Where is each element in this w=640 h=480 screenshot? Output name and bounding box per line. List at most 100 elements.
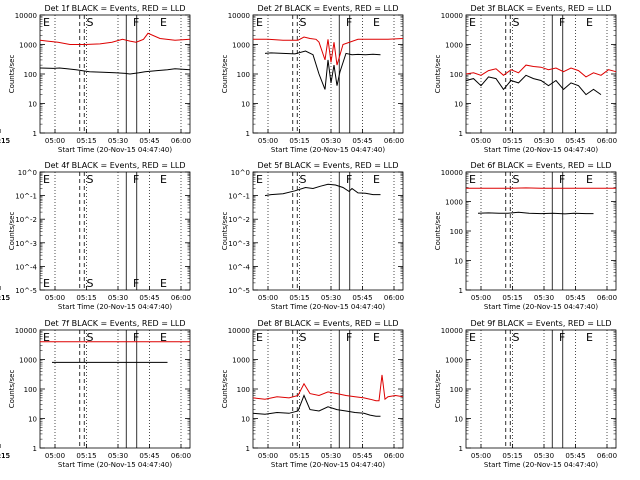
plot-frame [39, 171, 191, 291]
x-tick-label: 06:15 [0, 452, 10, 460]
y-tick-label: 10 [241, 416, 250, 424]
x-tick-label: 05:30 [108, 294, 128, 302]
marker-letter-s: S [513, 16, 520, 29]
y-tick-label: 100 [450, 71, 463, 79]
y-tick-label: 100 [450, 386, 463, 394]
x-tick-label: 05:45 [352, 137, 372, 145]
x-tick-label: 05:45 [139, 452, 159, 460]
y-axis-label: Counts/sec [8, 55, 16, 94]
y-tick-label: 10000 [228, 327, 250, 335]
x-tick-label: 05:15 [502, 452, 522, 460]
panel-det-6: Det 6f BLACK = Events, RED = LLD E S F E 1 10 1… [0, 161, 617, 311]
x-axis-label: Start Time (20-Nov-15 04:47:40) [484, 461, 598, 469]
panel-title: Det 4f BLACK = Events, RED = LLD [44, 161, 185, 170]
x-tick-label: 06:15 [0, 452, 10, 460]
marker-letter-f: F [133, 16, 139, 29]
marker-letter-e2: E [373, 331, 380, 344]
y-tick-label: 10000 [441, 327, 463, 335]
y-tick-label: 10^0 [18, 169, 37, 177]
y-tick-label: 1 [33, 130, 37, 138]
marker-letter-e1: E [469, 16, 476, 29]
y-tick-label: 10 [454, 258, 463, 266]
series-events-line [264, 183, 381, 197]
x-tick-label: 05:45 [565, 452, 585, 460]
x-tick-label: 06:00 [597, 294, 617, 302]
panel-det-1: Det 1f BLACK = Events, RED = LLD E S F E 1 10 1… [0, 4, 191, 154]
marker-letter-s: S [300, 173, 307, 186]
marker-letter-f: F [346, 16, 352, 29]
panel-title: Det 3f BLACK = Events, RED = LLD [470, 4, 611, 13]
marker-letter-bottom-s: S [87, 277, 94, 290]
marker-letter-e2: E [373, 173, 380, 186]
y-axis-label: Counts/sec [434, 212, 442, 251]
marker-letter-e1: E [43, 331, 50, 344]
y-tick-label: 10^-3 [15, 240, 37, 248]
series-events-line [264, 50, 381, 90]
x-tick-label: 06:15 [0, 294, 10, 302]
x-axis-label: Start Time (20-Nov-15 04:47:40) [271, 146, 385, 154]
x-tick-label: 06:15 [0, 137, 10, 145]
x-tick-label: 06:15 [0, 137, 10, 145]
x-axis-label: Start Time (20-Nov-15 04:47:40) [484, 303, 598, 311]
marker-letter-s: S [87, 173, 94, 186]
marker-letter-f: F [559, 16, 565, 29]
marker-letter-s: S [87, 16, 94, 29]
marker-letter-s: S [300, 331, 307, 344]
marker-letter-f: F [346, 173, 352, 186]
panel-title: Det 1f BLACK = Events, RED = LLD [44, 4, 185, 13]
y-tick-label: 1000 [445, 42, 463, 50]
plot-frame [465, 171, 617, 291]
y-tick-label: 10^-5 [228, 287, 250, 295]
x-tick-label: 05:15 [289, 294, 309, 302]
panel-title: Det 9f BLACK = Events, RED = LLD [470, 319, 611, 328]
series-lld-line [465, 64, 617, 78]
y-tick-label: 1 [459, 130, 463, 138]
y-tick-label: 10^-5 [15, 287, 37, 295]
x-tick-label: 05:45 [139, 137, 159, 145]
marker-letter-f: F [559, 173, 565, 186]
x-tick-label: 06:15 [0, 294, 10, 302]
panel-det-7: Det 7f BLACK = Events, RED = LLD E S F E 1 10 1… [0, 319, 191, 469]
x-tick-label: 05:30 [108, 137, 128, 145]
x-tick-label: 05:15 [502, 294, 522, 302]
x-tick-label: 05:00 [258, 452, 278, 460]
marker-letter-f: F [346, 331, 352, 344]
y-tick-label: 100 [450, 228, 463, 236]
x-tick-label: 06:00 [171, 294, 191, 302]
y-tick-label: 100 [237, 386, 250, 394]
x-tick-label: 05:15 [76, 294, 96, 302]
x-tick-label: 05:00 [471, 294, 491, 302]
y-tick-label: 1000 [445, 199, 463, 207]
x-tick-label: 05:30 [108, 452, 128, 460]
panel-title: Det 2f BLACK = Events, RED = LLD [257, 4, 398, 13]
marker-letter-f: F [133, 173, 139, 186]
plot-frame [465, 14, 617, 134]
x-tick-label: 06:00 [171, 137, 191, 145]
x-tick-label: 05:00 [45, 137, 65, 145]
x-tick-label: 05:00 [45, 452, 65, 460]
panel-title: Det 5f BLACK = Events, RED = LLD [257, 161, 398, 170]
series-events-line [477, 211, 594, 215]
x-tick-label: 06:00 [171, 452, 191, 460]
x-tick-label: 06:00 [597, 452, 617, 460]
marker-letter-e2: E [373, 16, 380, 29]
panel-title: Det 7f BLACK = Events, RED = LLD [44, 319, 185, 328]
y-tick-label: 100 [24, 71, 37, 79]
marker-letter-e2: E [586, 16, 593, 29]
x-tick-label: 06:00 [384, 294, 404, 302]
y-axis-label: Counts/sec [434, 55, 442, 94]
y-tick-label: 10 [28, 416, 37, 424]
y-tick-label: 10^-2 [15, 216, 37, 224]
marker-letter-f: F [133, 331, 139, 344]
x-axis-label: Start Time (20-Nov-15 04:47:40) [58, 461, 172, 469]
series-lld-line [39, 32, 191, 45]
y-tick-label: 100 [24, 386, 37, 394]
marker-letter-e2: E [586, 173, 593, 186]
panel-det-9: Det 9f BLACK = Events, RED = LLD E S F E 1 10 1… [0, 319, 617, 469]
marker-letter-e2: E [160, 16, 167, 29]
y-tick-label: 10000 [441, 169, 463, 177]
plot-frame [465, 329, 617, 449]
x-tick-label: 05:15 [76, 137, 96, 145]
marker-letter-e1: E [43, 16, 50, 29]
panel-det-3: Det 3f BLACK = Events, RED = LLD E S F E 1 10 1… [0, 4, 617, 154]
